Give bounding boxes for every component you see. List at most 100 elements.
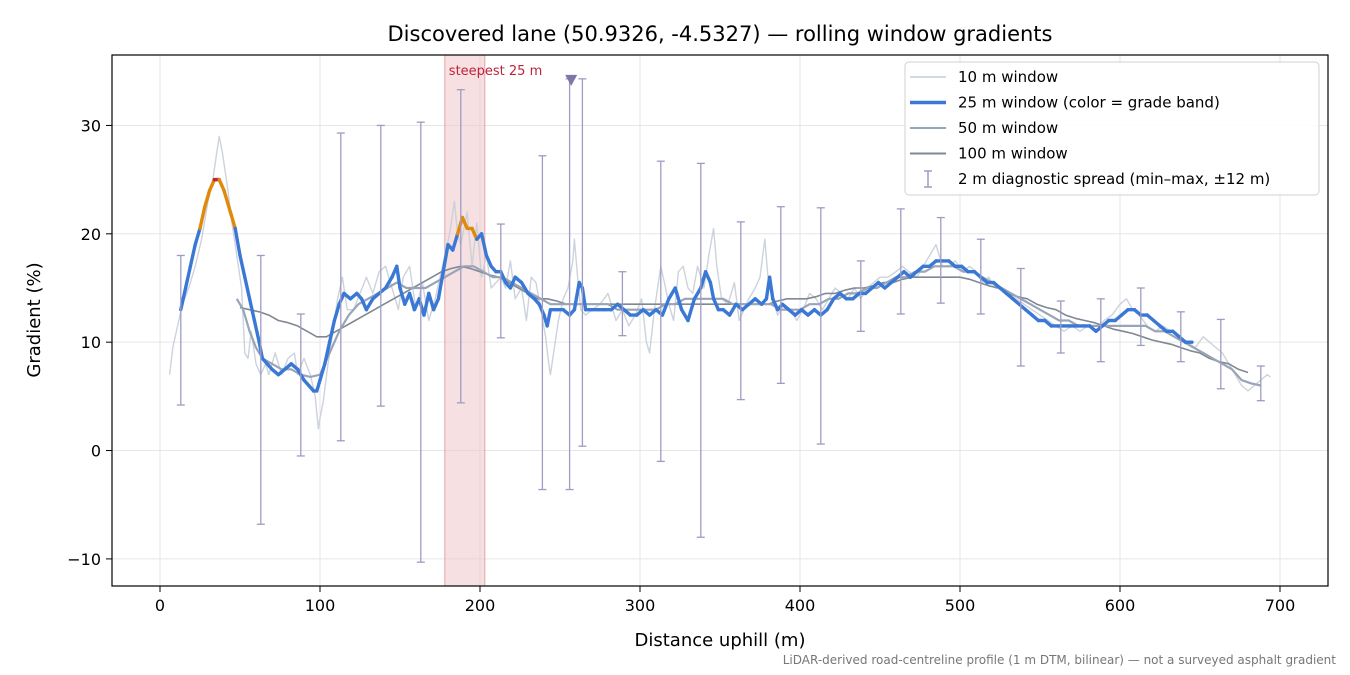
y-tick-label: 0	[91, 442, 101, 461]
series-segment-w25	[407, 291, 417, 312]
series-segment-w25	[711, 297, 721, 312]
spread-errorbar	[1256, 365, 1265, 402]
series-segment-w25	[193, 226, 202, 247]
spread-errorbar	[618, 271, 627, 337]
series-segment-w25	[484, 253, 493, 269]
legend-item: 100 m window	[910, 145, 1068, 163]
peak-marker	[565, 74, 578, 86]
spread-errorbar	[736, 221, 745, 401]
spread-errorbar	[856, 260, 865, 332]
spread-errorbar	[336, 132, 345, 442]
spread-errorbar	[936, 216, 945, 304]
series-segment-w25	[771, 297, 780, 312]
spread-errorbar	[1056, 300, 1065, 354]
legend-label: 50 m window	[958, 119, 1058, 137]
spread-errorbar	[1016, 267, 1025, 367]
series-segment-w25	[188, 242, 197, 269]
x-tick-label: 600	[1105, 596, 1136, 615]
series-segment-w25	[537, 302, 546, 317]
series-segment-w25	[207, 177, 217, 193]
spread-errorbar	[176, 254, 185, 406]
legend-item: 25 m window (color = grade band)	[910, 94, 1220, 112]
spread-errorbar	[896, 208, 905, 315]
series-segment-w25	[383, 275, 394, 290]
series-segment-w25	[708, 280, 716, 301]
series-segment-w25	[179, 286, 188, 312]
series-line-w10	[168, 135, 1271, 430]
series-segment-w25	[337, 291, 346, 306]
x-tick-label: 700	[1265, 596, 1296, 615]
x-tick-label: 400	[785, 596, 816, 615]
series-segment-w25	[238, 253, 247, 279]
spread-errorbar	[296, 313, 305, 457]
spread-errorbar	[578, 78, 587, 447]
series-segment-w25	[699, 270, 708, 290]
y-tick-label: 20	[81, 225, 101, 244]
x-tick-label: 300	[625, 596, 656, 615]
series-segment-w25	[727, 302, 738, 317]
series-segment-w25	[225, 199, 233, 214]
series-segment-w25	[247, 297, 257, 323]
x-axis-label: Distance uphill (m)	[635, 630, 806, 651]
series-segment-w25	[233, 226, 242, 258]
series-segment-w25	[183, 264, 193, 290]
legend-label: 2 m diagnostic spread (min–max, ±12 m)	[958, 170, 1270, 188]
legend-item: 50 m window	[910, 119, 1058, 137]
legend-label: 100 m window	[958, 145, 1068, 163]
series-segment-w25	[332, 302, 341, 323]
steepest-band	[444, 54, 486, 587]
series-segment-w25	[660, 297, 671, 317]
series-segment-w25	[572, 280, 581, 312]
spread-errorbar	[776, 206, 785, 385]
series-segment-w25	[508, 275, 517, 290]
spread-errorbar	[816, 207, 825, 445]
series-segment-w25	[217, 177, 226, 193]
series-segment-w25	[499, 270, 508, 285]
legend-label: 25 m window (color = grade band)	[958, 94, 1220, 112]
series-segment-w25	[686, 297, 697, 323]
legend: 10 m window 25 m window (color = grade ba…	[904, 61, 1320, 196]
series-segment-w25	[327, 318, 337, 344]
series-segment-w25	[470, 226, 479, 241]
footnote: LiDAR-derived road-centreline profile (1…	[783, 653, 1337, 667]
spread-errorbar	[496, 223, 505, 339]
series-lines	[168, 135, 1271, 430]
series-segment-w25	[673, 286, 684, 312]
series-segment-w25	[198, 205, 207, 231]
series-segment-w25	[441, 242, 450, 274]
series-segment-w25	[315, 378, 322, 393]
x-tick-label: 0	[155, 596, 165, 615]
axis-ticks: 0 100 200 300 400 500 600 700 −10 0 10 20 30	[67, 116, 1295, 615]
spread-errorbar	[1136, 287, 1145, 347]
annotations	[565, 74, 578, 86]
series-segment-w25	[455, 215, 465, 236]
diagnostic-spread	[176, 78, 1265, 563]
spread-errorbar	[456, 89, 465, 404]
x-tick-label: 200	[465, 596, 496, 615]
series-segment-w25	[228, 210, 237, 231]
series-segment-w25	[243, 275, 252, 301]
series-segment-w25	[767, 275, 775, 301]
legend-item: 2 m diagnostic spread (min–max, ±12 m)	[924, 170, 1270, 188]
spread-errorbar	[1176, 311, 1185, 363]
series-segment-w25	[703, 270, 713, 285]
spread-errorbar	[376, 124, 385, 407]
series-segment-w25	[692, 286, 703, 301]
series-segment-w25	[479, 232, 489, 258]
spread-errorbar	[1096, 298, 1105, 363]
series-segment-w25	[395, 264, 402, 290]
y-axis-label: Gradient (%)	[24, 262, 45, 377]
spread-errorbar	[416, 121, 425, 563]
series-segment-w25	[398, 286, 407, 306]
series-segment-w25	[252, 318, 261, 344]
x-tick-label: 500	[945, 596, 976, 615]
y-tick-label: −10	[67, 550, 101, 569]
spread-errorbar	[696, 162, 705, 538]
legend-item: 10 m window	[910, 68, 1058, 86]
series-segment-w25	[323, 340, 332, 366]
series-segment-w25	[203, 188, 212, 209]
legend-label: 10 m window	[958, 68, 1058, 86]
chart-title: Discovered lane (50.9326, -4.5327) — rol…	[388, 22, 1053, 46]
y-tick-label: 10	[81, 333, 101, 352]
